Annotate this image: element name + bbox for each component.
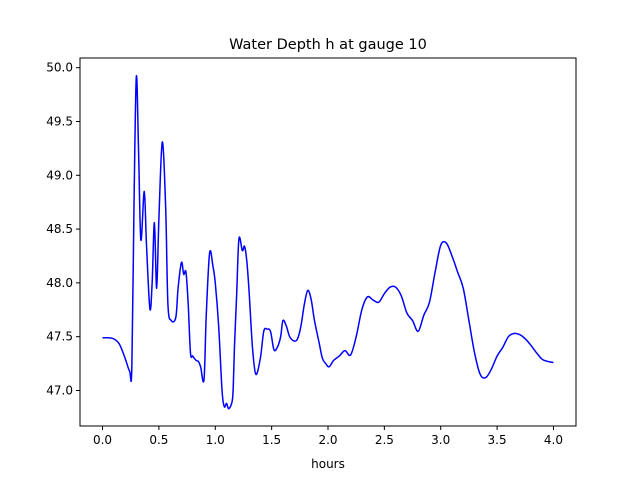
x-tick-label: 2.5 <box>375 433 394 447</box>
x-tick-label: 1.5 <box>262 433 281 447</box>
x-axis-ticks: 0.0 0.5 1.0 1.5 2.0 2.5 3.0 3.5 4.0 <box>93 426 563 447</box>
y-tick-label: 49.0 <box>46 168 73 182</box>
x-tick-label: 2.0 <box>318 433 337 447</box>
chart-title: Water Depth h at gauge 10 <box>229 37 427 53</box>
x-tick-label: 0.0 <box>93 433 112 447</box>
plot-frame <box>79 57 577 427</box>
series-line <box>102 75 554 410</box>
y-axis-ticks: 47.0 47.5 48.0 48.5 49.0 49.5 50.0 <box>46 61 80 397</box>
y-tick-label: 48.5 <box>46 222 73 236</box>
plot-area <box>102 75 554 410</box>
x-axis-label: hours <box>311 457 345 471</box>
y-tick-label: 48.0 <box>46 276 73 290</box>
y-tick-label: 49.5 <box>46 114 73 128</box>
y-tick-label: 47.5 <box>46 330 73 344</box>
x-tick-label: 4.0 <box>544 433 563 447</box>
x-tick-label: 1.0 <box>206 433 225 447</box>
y-tick-label: 47.0 <box>46 383 73 397</box>
x-tick-label: 3.0 <box>431 433 450 447</box>
x-tick-label: 3.5 <box>488 433 507 447</box>
x-tick-label: 0.5 <box>149 433 168 447</box>
y-tick-label: 50.0 <box>46 61 73 75</box>
